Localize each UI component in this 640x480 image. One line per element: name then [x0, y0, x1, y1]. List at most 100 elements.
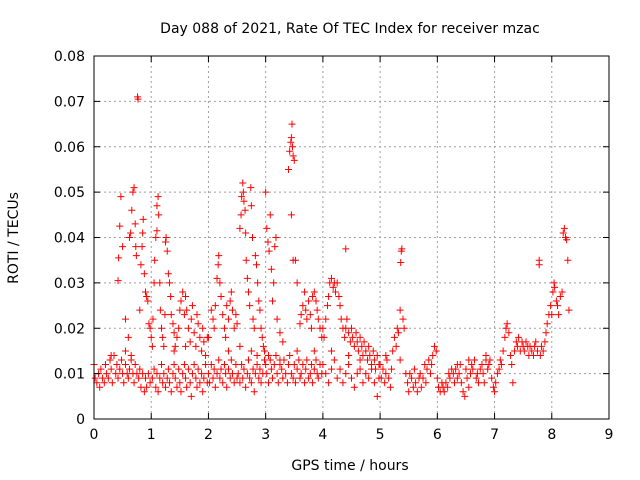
data-point	[210, 324, 218, 332]
data-point	[386, 383, 394, 391]
data-point	[220, 361, 228, 369]
data-point	[266, 211, 274, 219]
data-point	[272, 351, 280, 359]
data-point	[210, 365, 218, 373]
x-tick-label: 0	[90, 427, 99, 443]
data-point	[548, 311, 556, 319]
data-point	[303, 356, 311, 364]
data-point	[256, 306, 264, 314]
data-point	[121, 361, 129, 369]
data-point	[556, 292, 564, 300]
data-point	[238, 361, 246, 369]
data-point	[358, 342, 366, 350]
data-point	[425, 356, 433, 364]
data-point	[322, 370, 330, 378]
data-point	[457, 379, 465, 387]
data-point	[236, 224, 244, 232]
data-point	[335, 292, 343, 300]
data-point	[287, 370, 295, 378]
data-point	[405, 388, 413, 396]
data-point	[265, 247, 273, 255]
data-point	[240, 197, 248, 205]
data-point	[293, 279, 301, 287]
data-point	[131, 361, 139, 369]
data-point	[417, 383, 425, 391]
data-point	[486, 356, 494, 364]
data-point	[329, 283, 337, 291]
data-point	[107, 365, 115, 373]
data-point	[488, 374, 496, 382]
data-point	[169, 320, 177, 328]
data-point	[130, 184, 138, 192]
data-point	[307, 361, 315, 369]
data-point	[216, 279, 224, 287]
data-point	[404, 379, 412, 387]
data-point	[283, 379, 291, 387]
x-tick-labels: 0 1 2 3 4 5 6 7 8 9	[90, 427, 614, 443]
data-point	[381, 379, 389, 387]
data-point	[156, 374, 164, 382]
data-point	[209, 315, 217, 323]
data-point	[541, 338, 549, 346]
data-point	[356, 365, 364, 373]
data-point	[153, 202, 161, 210]
data-point	[293, 365, 301, 373]
data-point	[217, 365, 225, 373]
data-point	[452, 365, 460, 373]
data-point	[279, 338, 287, 346]
data-point	[444, 383, 452, 391]
data-point	[266, 356, 274, 364]
data-point	[187, 315, 195, 323]
data-point	[226, 297, 234, 305]
data-point	[409, 383, 417, 391]
data-point	[267, 265, 275, 273]
y-tick-label: 0.07	[54, 94, 85, 110]
data-point	[564, 256, 572, 264]
data-point	[302, 365, 310, 373]
data-point	[101, 361, 109, 369]
data-point	[468, 361, 476, 369]
data-point	[442, 379, 450, 387]
data-point	[274, 379, 282, 387]
data-point	[159, 379, 167, 387]
data-point	[459, 388, 467, 396]
data-point	[194, 365, 202, 373]
data-point	[253, 261, 261, 269]
data-point	[127, 351, 135, 359]
data-point	[297, 311, 305, 319]
data-point	[354, 347, 362, 355]
data-point	[531, 342, 539, 350]
data-point	[159, 333, 167, 341]
data-point	[171, 374, 179, 382]
data-point	[462, 365, 470, 373]
data-point	[239, 179, 247, 187]
data-point	[342, 245, 350, 253]
data-point	[187, 392, 195, 400]
data-point	[139, 215, 147, 223]
data-point	[552, 297, 560, 305]
data-point	[484, 365, 492, 373]
data-point	[465, 356, 473, 364]
data-point	[312, 356, 320, 364]
data-point	[154, 388, 162, 396]
data-point	[120, 379, 128, 387]
data-point	[554, 302, 561, 310]
data-point	[211, 302, 219, 310]
data-point	[385, 374, 393, 382]
data-point	[223, 383, 231, 391]
data-point	[331, 288, 339, 296]
data-point	[158, 361, 166, 369]
data-point	[322, 315, 330, 323]
data-point	[204, 370, 212, 378]
data-point	[258, 333, 266, 341]
data-point	[291, 256, 299, 264]
data-point	[273, 315, 281, 323]
data-point	[182, 342, 190, 350]
data-point	[408, 374, 416, 382]
data-point	[222, 370, 230, 378]
data-point	[179, 370, 187, 378]
data-point	[130, 379, 138, 387]
data-point	[289, 374, 297, 382]
data-point	[160, 342, 168, 350]
axis-ticks	[93, 55, 610, 420]
